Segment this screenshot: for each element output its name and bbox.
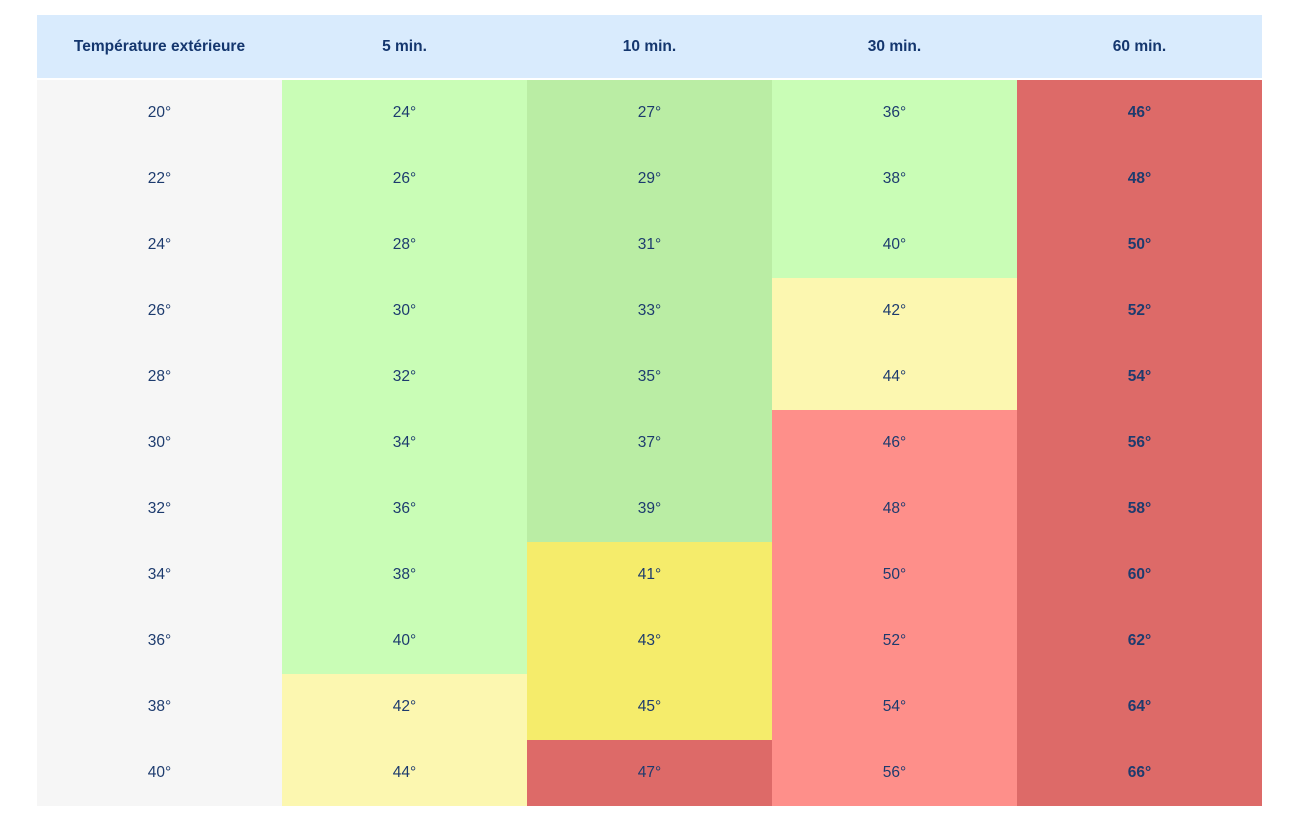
table-row: 28° 32° 35° 44° 54° <box>37 344 1262 410</box>
heat-cell: 42° <box>282 674 527 740</box>
heat-cell: 30° <box>282 278 527 344</box>
table-row: 36° 40° 43° 52° 62° <box>37 608 1262 674</box>
row-label-outside-temperature: 32° <box>37 476 282 542</box>
heat-cell: 26° <box>282 146 527 212</box>
heat-cell: 48° <box>772 476 1017 542</box>
heat-cell: 31° <box>527 212 772 278</box>
table-row: 24° 28° 31° 40° 50° <box>37 212 1262 278</box>
heat-cell: 56° <box>772 740 1017 806</box>
row-label-outside-temperature: 22° <box>37 146 282 212</box>
row-label-outside-temperature: 26° <box>37 278 282 344</box>
heat-cell: 38° <box>282 542 527 608</box>
table-row: 32° 36° 39° 48° 58° <box>37 476 1262 542</box>
table-row: 22° 26° 29° 38° 48° <box>37 146 1262 212</box>
table-body: 20° 24° 27° 36° 46° 22° 26° 29° 38° 48° 24° 28° 31° 4… <box>37 80 1262 806</box>
heat-cell: 34° <box>282 410 527 476</box>
heat-cell: 24° <box>282 80 527 146</box>
temperature-heatmap-table: Température extérieure 5 min. 10 min. 30… <box>37 15 1262 806</box>
header-outside-temperature: Température extérieure <box>73 37 246 55</box>
row-label-outside-temperature: 30° <box>37 410 282 476</box>
heat-cell: 27° <box>527 80 772 146</box>
heat-cell: 40° <box>772 212 1017 278</box>
heat-cell: 54° <box>1017 344 1262 410</box>
heat-cell: 46° <box>772 410 1017 476</box>
heat-cell: 64° <box>1017 674 1262 740</box>
heat-cell: 50° <box>1017 212 1262 278</box>
heat-cell: 58° <box>1017 476 1262 542</box>
heat-cell: 50° <box>772 542 1017 608</box>
heat-cell: 44° <box>772 344 1017 410</box>
header-5-min: 5 min. <box>382 37 427 55</box>
heat-cell: 60° <box>1017 542 1262 608</box>
heat-cell: 44° <box>282 740 527 806</box>
heat-cell: 43° <box>527 608 772 674</box>
heat-cell: 35° <box>527 344 772 410</box>
table-row: 20° 24° 27° 36° 46° <box>37 80 1262 146</box>
row-label-outside-temperature: 36° <box>37 608 282 674</box>
heat-cell: 37° <box>527 410 772 476</box>
heat-cell: 41° <box>527 542 772 608</box>
header-10-min: 10 min. <box>622 37 677 55</box>
heat-cell: 39° <box>527 476 772 542</box>
heat-cell: 36° <box>282 476 527 542</box>
heat-cell: 29° <box>527 146 772 212</box>
row-label-outside-temperature: 38° <box>37 674 282 740</box>
heat-cell: 40° <box>282 608 527 674</box>
row-label-outside-temperature: 20° <box>37 80 282 146</box>
heat-cell: 52° <box>772 608 1017 674</box>
table-row: 26° 30° 33° 42° 52° <box>37 278 1262 344</box>
table-row: 34° 38° 41° 50° 60° <box>37 542 1262 608</box>
heat-cell: 45° <box>527 674 772 740</box>
heat-cell: 46° <box>1017 80 1262 146</box>
heat-cell: 66° <box>1017 740 1262 806</box>
heat-cell: 48° <box>1017 146 1262 212</box>
table-header-row: Température extérieure 5 min. 10 min. 30… <box>37 15 1262 78</box>
header-30-min: 30 min. <box>867 37 922 55</box>
row-label-outside-temperature: 34° <box>37 542 282 608</box>
heat-cell: 56° <box>1017 410 1262 476</box>
table-row: 30° 34° 37° 46° 56° <box>37 410 1262 476</box>
heat-cell: 33° <box>527 278 772 344</box>
heat-cell: 42° <box>772 278 1017 344</box>
heat-cell: 62° <box>1017 608 1262 674</box>
heat-cell: 54° <box>772 674 1017 740</box>
table-row: 40° 44° 47° 56° 66° <box>37 740 1262 806</box>
heat-cell: 36° <box>772 80 1017 146</box>
heat-cell: 47° <box>527 740 772 806</box>
heat-cell: 52° <box>1017 278 1262 344</box>
heat-cell: 38° <box>772 146 1017 212</box>
heat-cell: 32° <box>282 344 527 410</box>
row-label-outside-temperature: 40° <box>37 740 282 806</box>
table-row: 38° 42° 45° 54° 64° <box>37 674 1262 740</box>
row-label-outside-temperature: 28° <box>37 344 282 410</box>
heat-cell: 28° <box>282 212 527 278</box>
row-label-outside-temperature: 24° <box>37 212 282 278</box>
header-60-min: 60 min. <box>1112 37 1167 55</box>
